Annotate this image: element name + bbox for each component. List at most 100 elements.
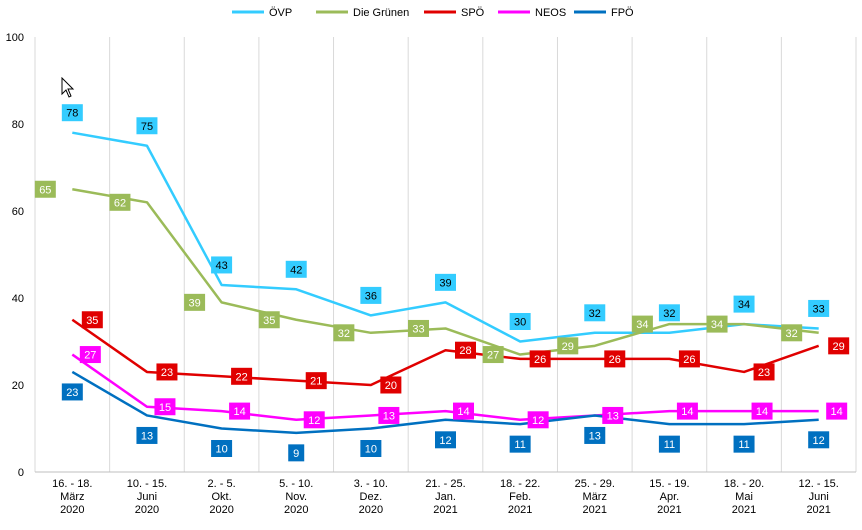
- svg-text:35: 35: [263, 315, 275, 327]
- data-label: 11: [509, 435, 531, 453]
- data-label: 10: [360, 440, 382, 457]
- data-label: 14: [826, 402, 848, 420]
- data-label: 26: [529, 350, 551, 368]
- svg-text:33: 33: [412, 323, 424, 335]
- data-label: 12: [435, 431, 456, 449]
- svg-text:12: 12: [532, 415, 544, 427]
- data-label: 39: [184, 293, 206, 311]
- data-label: 29: [828, 337, 850, 355]
- data-label: 14: [676, 402, 698, 420]
- axes: 0 20 40 60 80 100 16. - 18. März 2020 10. - 15. Ju…: [6, 32, 856, 516]
- svg-text:26: 26: [683, 354, 695, 366]
- data-label: 23: [753, 363, 775, 381]
- svg-text:14: 14: [457, 406, 469, 418]
- data-label: 12: [303, 411, 325, 429]
- svg-text:20: 20: [385, 380, 397, 392]
- data-label: 13: [602, 406, 624, 424]
- data-label: 12: [808, 431, 830, 449]
- svg-text:62: 62: [114, 197, 126, 209]
- series-line-0: [72, 131, 819, 343]
- x-tick-label: 18. - 20. Mai 2021: [724, 478, 764, 516]
- legend-item: SPÖ: [424, 7, 485, 19]
- series-line-4: [71, 370, 819, 435]
- data-label: 15: [154, 398, 176, 416]
- data-label: 26: [604, 350, 626, 368]
- svg-text:26: 26: [534, 354, 546, 366]
- data-label: 34: [706, 315, 728, 333]
- svg-text:27: 27: [84, 350, 96, 362]
- svg-text:28: 28: [459, 345, 471, 357]
- data-label: 39: [435, 273, 456, 291]
- svg-text:23: 23: [66, 387, 78, 399]
- svg-text:34: 34: [738, 299, 750, 311]
- svg-text:32: 32: [589, 308, 601, 320]
- x-tick-label: 3. - 10. Dez. 2020: [354, 478, 388, 516]
- data-labels: 78 75 43 42 36 39 30 32 32 34 33 65 62 39 35 32 33 27 29 34…: [34, 104, 850, 462]
- data-label: 27: [79, 346, 101, 364]
- svg-text:34: 34: [636, 319, 648, 331]
- svg-text:26: 26: [609, 354, 621, 366]
- series-line-1: [72, 188, 819, 356]
- svg-text:13: 13: [607, 410, 619, 422]
- svg-text:29: 29: [833, 341, 845, 353]
- svg-text:12: 12: [439, 435, 451, 447]
- y-tick-label: 80: [12, 119, 24, 131]
- data-label: 12: [527, 411, 549, 429]
- data-label: 29: [557, 337, 579, 355]
- data-label: 21: [305, 372, 327, 390]
- x-tick-label: 25. - 29. März 2021: [575, 478, 615, 516]
- svg-text:23: 23: [161, 367, 173, 379]
- data-label: 23: [156, 363, 178, 381]
- data-label: 33: [808, 299, 830, 317]
- data-label: 13: [136, 426, 158, 444]
- x-tick-label: 15. - 19. Apr. 2021: [649, 478, 689, 516]
- y-tick-label: 0: [18, 467, 24, 479]
- svg-text:11: 11: [664, 439, 675, 451]
- x-tick-label: 16. - 18. März 2020: [52, 478, 92, 516]
- data-label: 32: [584, 304, 606, 322]
- data-label: 13: [378, 406, 400, 424]
- svg-text:65: 65: [39, 184, 51, 196]
- data-label: 27: [482, 346, 504, 364]
- y-tick-label: 20: [12, 380, 24, 392]
- svg-text:75: 75: [141, 121, 153, 133]
- svg-text:15: 15: [159, 402, 171, 414]
- data-label: 14: [751, 402, 773, 420]
- data-label: 20: [380, 376, 402, 394]
- svg-text:27: 27: [487, 350, 499, 362]
- data-label: 62: [109, 193, 131, 211]
- svg-text:10: 10: [365, 444, 377, 456]
- svg-text:32: 32: [338, 328, 350, 340]
- data-label: 32: [333, 324, 355, 342]
- y-tick-label: 100: [6, 32, 24, 44]
- svg-text:78: 78: [66, 108, 78, 120]
- svg-text:14: 14: [831, 406, 843, 418]
- x-tick-label: 12. - 15. Juni 2021: [799, 478, 839, 516]
- svg-text:12: 12: [308, 415, 320, 427]
- data-label: 36: [360, 286, 382, 304]
- grid: [34, 37, 857, 472]
- data-label: 14: [229, 402, 251, 420]
- data-label: 78: [61, 104, 83, 122]
- x-tick-label: 2. - 5. Okt. 2020: [208, 478, 236, 516]
- data-label: 22: [231, 367, 253, 385]
- data-label: 34: [733, 295, 755, 313]
- data-label: 33: [408, 319, 429, 337]
- data-label: 13: [584, 426, 606, 444]
- svg-text:9: 9: [293, 448, 299, 460]
- svg-text:ÖVP: ÖVP: [269, 7, 292, 19]
- data-label: 28: [455, 341, 476, 359]
- legend-item: Die Grünen: [316, 7, 409, 19]
- legend-item: ÖVP: [232, 7, 292, 19]
- svg-text:21: 21: [310, 376, 322, 388]
- data-label: 65: [34, 180, 56, 198]
- data-label: 14: [453, 402, 474, 420]
- svg-text:39: 39: [188, 297, 200, 309]
- x-tick-label: 10. - 15. Juni 2020: [127, 478, 167, 516]
- svg-text:SPÖ: SPÖ: [461, 7, 485, 19]
- svg-text:13: 13: [141, 430, 153, 442]
- svg-text:14: 14: [681, 406, 693, 418]
- legend-item: FPÖ: [574, 7, 634, 19]
- data-label: 42: [285, 260, 307, 278]
- svg-text:11: 11: [738, 439, 749, 451]
